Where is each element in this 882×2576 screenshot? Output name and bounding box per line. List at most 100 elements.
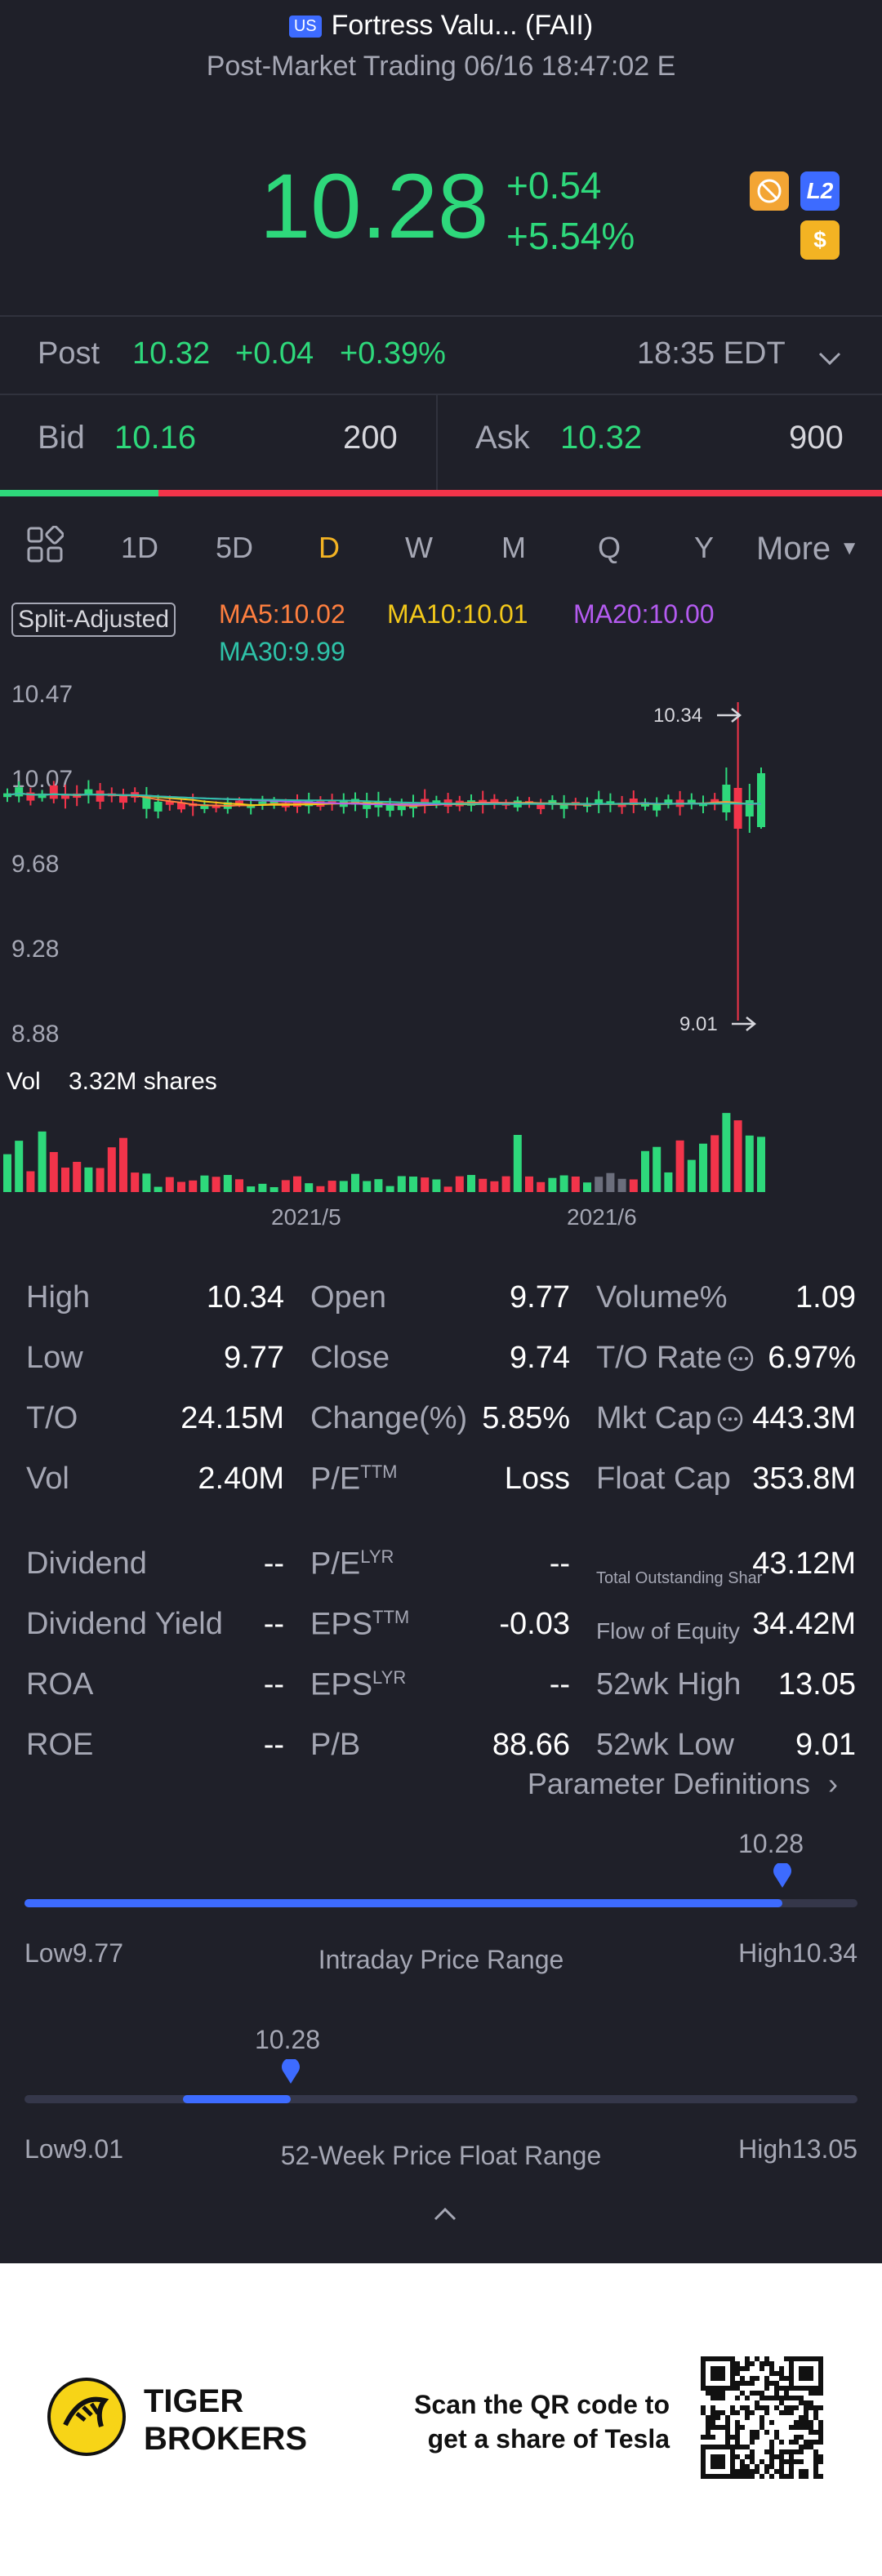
chevron-up-icon[interactable] <box>433 2205 457 2224</box>
stat-label: Dividend <box>26 1546 147 1582</box>
stat-value: -- <box>549 1667 570 1702</box>
qr-module <box>750 2361 755 2366</box>
info-icon[interactable] <box>722 1341 755 1375</box>
stat-label-sup: TTM <box>360 1462 398 1482</box>
info-icon[interactable] <box>711 1401 744 1435</box>
qr-module <box>735 2440 740 2445</box>
qr-module <box>715 2371 720 2376</box>
stat-label-text: Low <box>26 1341 83 1375</box>
qr-module <box>730 2459 735 2464</box>
no-short-icon[interactable] <box>750 171 789 211</box>
post-market-row[interactable]: Post 10.32 +0.04 +0.39% 18:35 EDT <box>0 317 882 395</box>
split-adjusted-toggle[interactable]: Split-Adjusted <box>11 603 176 637</box>
qr-module <box>789 2371 794 2376</box>
tab-w[interactable]: W <box>405 531 433 564</box>
tab-1d[interactable]: 1D <box>121 531 159 564</box>
qr-module <box>745 2415 750 2420</box>
qr-module <box>799 2366 804 2371</box>
post-change: +0.04 <box>235 336 314 371</box>
qr-module <box>760 2415 764 2420</box>
volume-bar <box>745 1135 754 1192</box>
qr-module <box>804 2420 808 2425</box>
qr-module <box>735 2410 740 2415</box>
qr-module <box>818 2386 823 2391</box>
qr-module <box>706 2415 710 2420</box>
qr-module <box>789 2410 794 2415</box>
qr-module <box>760 2474 764 2479</box>
dollar-icon[interactable]: $ <box>800 220 840 260</box>
volume-bar <box>675 1140 684 1192</box>
qr-module <box>701 2459 706 2464</box>
tiger-logo-icon <box>47 2378 126 2456</box>
qr-module <box>764 2381 769 2386</box>
bid-ratio <box>0 490 159 496</box>
qr-module <box>706 2420 710 2425</box>
tab-m[interactable]: M <box>501 531 526 564</box>
volume-bar <box>385 1186 394 1192</box>
qr-module <box>755 2405 760 2410</box>
qr-module <box>715 2366 720 2371</box>
stat-value: 9.77 <box>510 1280 570 1315</box>
candle-body <box>745 800 754 816</box>
qr-module <box>769 2361 774 2366</box>
volume-bar <box>270 1186 278 1192</box>
qr-module <box>813 2410 818 2415</box>
qr-module <box>813 2459 818 2464</box>
stock-name: Fortress Valu... (FAII) <box>331 10 594 41</box>
qr-module <box>710 2356 715 2361</box>
qr-module <box>779 2454 784 2459</box>
candle-body <box>722 785 731 812</box>
qr-module <box>715 2459 720 2464</box>
qr-module <box>745 2469 750 2474</box>
qr-module <box>710 2420 715 2425</box>
qr-caption-line: get a share of Tesla <box>427 2424 670 2454</box>
qr-module <box>760 2420 764 2425</box>
qr-module <box>720 2371 725 2376</box>
chevron-down-icon[interactable] <box>817 341 843 376</box>
tab-5d[interactable]: 5D <box>216 531 254 564</box>
stat-label-text: T/O <box>26 1401 78 1435</box>
qr-module <box>760 2391 764 2396</box>
tab-d[interactable]: D <box>318 531 340 564</box>
stat-value: 5.85% <box>482 1401 570 1435</box>
chart-settings-icon[interactable] <box>26 525 65 563</box>
qr-module <box>799 2449 804 2454</box>
qr-module <box>808 2386 813 2391</box>
qr-module <box>715 2386 720 2391</box>
ma30-legend: MA30:9.99 <box>219 637 345 666</box>
volume-bar <box>559 1175 568 1192</box>
volume-bar <box>154 1186 163 1192</box>
qr-module <box>720 2464 725 2469</box>
tab-y[interactable]: Y <box>694 531 715 564</box>
qr-module <box>794 2396 799 2400</box>
qr-module <box>799 2459 804 2464</box>
price-change-pct: +5.54% <box>506 215 635 257</box>
candle-body <box>3 793 11 798</box>
qr-module <box>720 2474 725 2479</box>
parameter-definitions-link[interactable]: Parameter Definitions › <box>528 1767 838 1801</box>
qr-module <box>710 2371 715 2376</box>
qr-module <box>799 2376 804 2381</box>
qr-code-icon[interactable] <box>701 2356 823 2479</box>
qr-module <box>750 2449 755 2454</box>
qr-module <box>760 2366 764 2371</box>
level2-icon[interactable]: L2 <box>800 171 840 211</box>
stat-value: 24.15M <box>180 1401 284 1435</box>
volume-bar <box>722 1113 731 1192</box>
candle-body <box>757 773 765 827</box>
stat-label-text: EPS <box>310 1607 373 1642</box>
stat-label-text: T/O Rate <box>596 1341 723 1375</box>
stat-label-text: P/B <box>310 1728 361 1762</box>
tab-more[interactable]: More ▼ <box>756 531 859 567</box>
candlestick-chart[interactable]: 10.47 10.07 9.68 9.28 8.88 10.34 9.01 Vo… <box>0 670 882 1241</box>
x-tick-label: 2021/6 <box>567 1204 637 1230</box>
candle-body <box>49 785 58 799</box>
qr-module <box>701 2445 706 2449</box>
qr-module <box>784 2396 789 2400</box>
week52-range-fill <box>182 2095 292 2103</box>
volume-bar <box>316 1186 325 1192</box>
stat-label-text: Total Outstanding Shar <box>596 1569 763 1587</box>
tab-q[interactable]: Q <box>598 531 621 564</box>
stat-label-text: Mkt Cap <box>596 1401 712 1435</box>
qr-module <box>735 2396 740 2400</box>
